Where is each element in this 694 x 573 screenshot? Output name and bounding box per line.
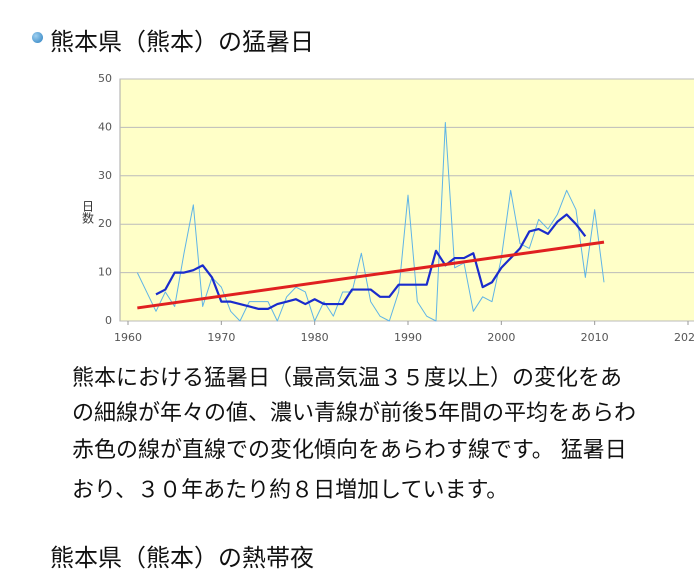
y-tick-label: 20 (98, 217, 112, 230)
next-heading: 熊本県（熊本）の熱帯夜 (50, 544, 314, 572)
y-tick-label: 50 (98, 72, 112, 85)
x-tick-label: 2010 (581, 331, 609, 344)
paragraph-line: おり、３０年あたり約８日増加しています。 (72, 478, 509, 503)
x-tick-label: 1990 (394, 331, 422, 344)
paragraph-line: 熊本における猛暑日（最高気温３５度以上）の変化をあ (72, 366, 623, 391)
bullet (32, 32, 43, 43)
page: 熊本県（熊本）の猛暑日 熊本 日数 0102030405019601970198… (32, 28, 694, 572)
chart: 熊本 日数 0102030405019601970198019902000201… (81, 72, 694, 344)
data-line (136, 122, 605, 322)
page-title: 熊本県（熊本）の猛暑日 (50, 28, 314, 56)
x-tick-label: 1970 (207, 331, 235, 344)
y-tick-label: 30 (98, 169, 112, 182)
x-tick-label: 2020 (674, 331, 694, 344)
y-axis-label: 日数 (81, 200, 95, 225)
y-tick-label: 10 (98, 266, 112, 279)
x-tick-label: 1980 (301, 331, 329, 344)
y-tick-label: 0 (105, 314, 112, 327)
y-tick-label: 40 (98, 120, 112, 133)
paragraph-line: の細線が年々の値、濃い青線が前後5年間の平均をあらわ (72, 401, 636, 426)
data-line (137, 240, 605, 310)
x-tick-label: 1960 (114, 331, 142, 344)
paragraph-line: 赤色の線が直線での変化傾向をあらわす線です。 猛暑日 (72, 438, 627, 463)
x-tick-label: 2000 (487, 331, 515, 344)
